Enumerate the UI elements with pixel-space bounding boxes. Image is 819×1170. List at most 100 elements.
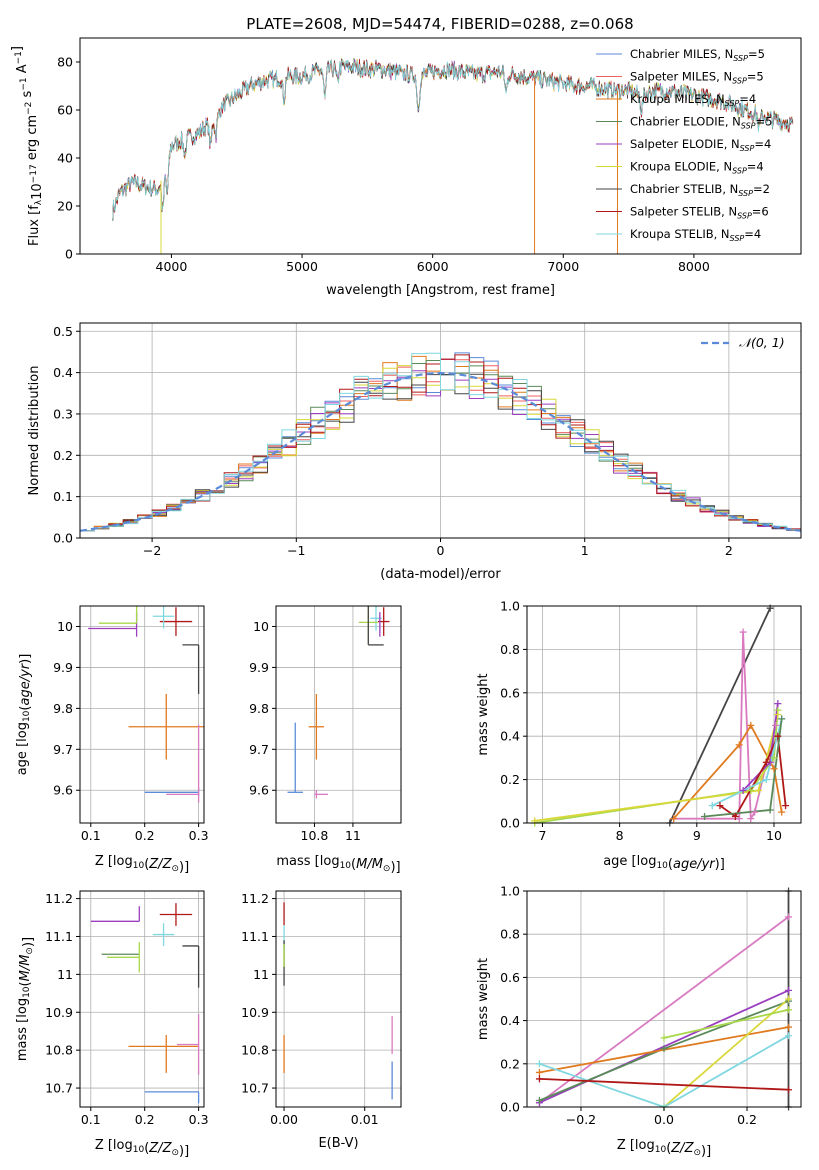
y-tick-label: 11.2	[45, 891, 73, 906]
weight-marker	[535, 1075, 543, 1083]
y-tick-label: 40	[57, 151, 73, 166]
weight-line	[673, 631, 777, 822]
weight-line	[672, 723, 783, 820]
x-tick-label: 10.8	[301, 828, 329, 843]
panel-age-vs-mass: 10.8 11 9.6 9.7 9.8 9.9 10 mass [log10(M/M⊙)]	[249, 605, 402, 875]
weight-marker	[772, 721, 780, 729]
axes-frame	[275, 605, 402, 824]
y-tick-label: 0.5	[53, 324, 73, 339]
x-tick-label: 0.2	[135, 828, 155, 843]
x-tick-label: 5000	[286, 259, 318, 274]
x-axis-label: wavelength [Angstrom, rest frame]	[326, 283, 555, 298]
y-tick-label: 0.0	[500, 1100, 520, 1115]
y-tick-label: 0.6	[500, 685, 520, 700]
y-tick-label: 10	[57, 619, 73, 634]
plot-area	[283, 902, 393, 1100]
y-tick-label: 0.3	[53, 406, 73, 421]
axes-frame	[526, 605, 802, 824]
y-tick-label: 1.0	[500, 599, 520, 614]
x-axis-label: Z [log10(Z/Z⊙)]	[617, 1138, 711, 1159]
weight-marker	[785, 1006, 793, 1014]
y-tick-label: 0.1	[53, 489, 73, 504]
x-tick-label: 2	[725, 543, 733, 558]
panel-residuals: −2 −1 0 1 2 0.0 0.1 0.2 0.3 0.4 0.5 (data-model)/er…	[27, 322, 802, 582]
weight-marker	[535, 1068, 543, 1076]
x-axis-label: E(B-V)	[318, 1136, 358, 1151]
weight-marker	[770, 754, 778, 762]
plot-area	[88, 606, 204, 803]
figure-title: PLATE=2608, MJD=54474, FIBERID=0288, z=0…	[246, 15, 633, 33]
weight-marker	[785, 1023, 793, 1031]
weight-line	[539, 1034, 789, 1107]
weight-marker	[535, 1097, 543, 1105]
y-tick-label: 80	[57, 55, 73, 70]
x-tick-label: 7000	[547, 259, 579, 274]
y-tick-label: 9.7	[53, 742, 73, 757]
x-axis-label: age [log10(age/yr)]	[603, 854, 725, 872]
x-tick-label: 11	[345, 828, 361, 843]
weight-marker	[774, 711, 782, 718]
y-tick-label: 9.9	[249, 660, 269, 675]
x-axis-label: Z [log10(Z/Z⊙)]	[95, 1138, 189, 1159]
weight-marker	[660, 1045, 668, 1053]
weight-marker	[747, 815, 755, 823]
y-tick-label: 9.7	[249, 742, 269, 757]
weight-line	[539, 1078, 789, 1091]
legend-entry: Salpeter ELODIE, NSSP=4	[630, 137, 771, 153]
y-tick-label: 9.8	[53, 701, 73, 716]
x-tick-label: 10	[766, 828, 782, 843]
axes-frame	[79, 605, 205, 824]
weight-marker	[785, 986, 793, 994]
weight-marker	[660, 1034, 668, 1042]
weight-marker	[778, 715, 786, 723]
legend-entry: Kroupa STELIB, NSSP=4	[630, 227, 761, 243]
y-tick-label: 0.6	[500, 970, 520, 985]
weight-marker	[747, 721, 755, 729]
legend-entry: Chabrier STELIB, NSSP=2	[630, 182, 770, 198]
y-tick-label: 9.8	[249, 701, 269, 716]
weight-marker	[739, 786, 747, 794]
plot-area	[80, 352, 801, 532]
weight-marker	[762, 776, 770, 784]
x-tick-label: 0	[437, 543, 445, 558]
panel-spectrum: 4000 5000 6000 7000 8000 0 20 40 60 80 wavelength …	[10, 37, 802, 298]
legend-entry: Salpeter STELIB, NSSP=6	[630, 205, 769, 221]
x-tick-label: 1	[581, 543, 589, 558]
x-axis-label: (data-model)/error	[380, 567, 501, 582]
weight-line	[538, 916, 790, 1104]
y-axis-label: mass [log10(M/M⊙)]	[15, 937, 36, 1061]
y-tick-label: 9.6	[53, 783, 73, 798]
y-axis-label: Flux [fλ10−17 erg cm−2 s−1 A−1]	[10, 46, 45, 246]
weight-marker	[731, 812, 739, 820]
histogram-kroupa-stelib	[80, 352, 801, 532]
y-tick-label: 0.4	[500, 1013, 520, 1028]
weight-marker	[739, 628, 747, 636]
y-tick-label: 10.9	[241, 1005, 269, 1020]
x-axis-label: Z [log10(Z/Z⊙)]	[95, 854, 189, 875]
legend-entry: 𝒩(0, 1)	[739, 335, 785, 350]
weight-marker	[782, 802, 790, 810]
panel-weight-vs-age: 7 8 9 10 0.0 0.2 0.4 0.6 0.8 1.0 age [log10(age/yr…	[476, 599, 802, 872]
y-tick-label: 0.0	[500, 816, 520, 831]
y-tick-label: 0.2	[500, 1056, 520, 1071]
y-axis-label: age [log10(age/yr)]	[15, 654, 33, 776]
x-tick-label: 0.3	[189, 1112, 209, 1127]
weight-marker	[535, 1060, 543, 1068]
y-tick-label: 0.2	[500, 772, 520, 787]
weight-marker	[785, 995, 793, 1003]
panel-mass-vs-EBV: 0.00 0.01 10.7 10.8 10.9 11 11.1 11.2 E(B-V)	[241, 890, 402, 1151]
x-tick-label: 0.01	[351, 1112, 379, 1127]
y-tick-label: 11.1	[241, 929, 269, 944]
y-tick-label: 11.2	[241, 891, 269, 906]
y-tick-label: 10.8	[45, 1043, 73, 1058]
x-tick-label: −1	[287, 543, 305, 558]
plot-area	[287, 606, 390, 799]
x-tick-label: 0.1	[81, 828, 101, 843]
weight-marker	[747, 786, 755, 794]
weight-marker	[701, 812, 709, 820]
x-tick-label: −0.2	[566, 1112, 596, 1127]
panel-weight-vs-Z: −0.2 0.0 0.2 0.0 0.2 0.4 0.6 0.8 1.0 Z [log10(Z/Z…	[476, 884, 802, 1159]
legend-entry: Salpeter MILES, NSSP=5	[630, 70, 764, 86]
y-tick-label: 0.2	[53, 448, 73, 463]
weight-marker	[708, 802, 716, 810]
